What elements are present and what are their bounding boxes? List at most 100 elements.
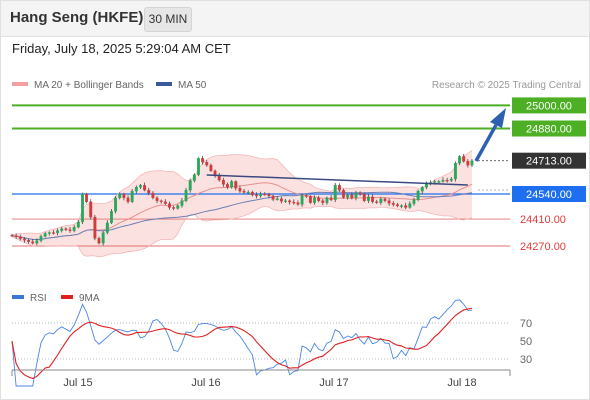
- forecast-arrow-head: [490, 108, 506, 128]
- candle-body: [408, 203, 412, 208]
- candle-body: [350, 194, 354, 199]
- time-axis-label: Jul 15: [63, 377, 92, 389]
- candle-body: [242, 190, 246, 193]
- candle-body: [172, 207, 176, 209]
- bollinger-bands: [12, 150, 472, 257]
- candle-body: [333, 185, 337, 200]
- candle-body: [213, 170, 217, 176]
- legend-label-ma20: MA 20 + Bollinger Bands: [34, 80, 144, 91]
- candle-body: [470, 160, 474, 166]
- candle-body: [60, 228, 64, 231]
- candle-body: [143, 185, 147, 191]
- forecast-arrow-shaft: [474, 124, 498, 162]
- candle-body: [362, 193, 366, 201]
- candle-body: [43, 233, 47, 237]
- candle-body: [168, 203, 171, 208]
- legend-ma50: MA 50: [156, 80, 206, 91]
- candle-body: [126, 197, 130, 202]
- copyright-text: Research © 2025 Trading Central: [431, 80, 581, 91]
- candle-body: [441, 179, 445, 182]
- candle-body: [151, 192, 155, 199]
- candle-body: [56, 230, 60, 234]
- candle-body: [192, 174, 196, 181]
- candle-body: [263, 193, 267, 196]
- candle-body: [267, 194, 271, 197]
- candle-body: [296, 202, 300, 205]
- bollinger-band-fill: [12, 150, 472, 257]
- support-label: 24270.00: [520, 241, 566, 253]
- candle-body: [429, 182, 433, 185]
- candle-body: [10, 234, 14, 237]
- price-levels: [12, 104, 510, 247]
- legend-swatch-ma20: [12, 82, 28, 87]
- candle-body: [246, 191, 250, 194]
- candle-body: [118, 193, 122, 199]
- candle-body: [337, 185, 341, 191]
- candle-body: [466, 161, 470, 166]
- legend-label-ma50: MA 50: [178, 80, 207, 91]
- candle-body: [217, 175, 221, 181]
- last-price-label: 24713.00: [526, 156, 572, 168]
- time-axis-label: Jul 18: [447, 377, 476, 389]
- rsi-panel: 70 50 30: [11, 299, 532, 387]
- candle-body: [371, 196, 374, 202]
- legend-swatch-9ma: [61, 295, 73, 300]
- candle-body: [416, 190, 420, 200]
- time-axis-label: Jul 17: [319, 377, 348, 389]
- candle-body: [105, 222, 109, 233]
- legend-ma20-bollinger: MA 20 + Bollinger Bands: [12, 80, 144, 91]
- indicator-lines: [11, 150, 473, 258]
- trendline: [206, 174, 468, 186]
- candle-body: [358, 192, 362, 195]
- candle-body: [304, 195, 308, 197]
- ma50-line: [11, 191, 473, 241]
- trend-lines: [206, 108, 506, 186]
- candle-body: [188, 180, 192, 191]
- candle-body: [180, 200, 184, 206]
- candle-body: [64, 228, 68, 230]
- candle-body: [122, 193, 126, 199]
- instrument-title: Hang Seng (HKFE): [10, 9, 144, 26]
- candle-body: [68, 229, 72, 231]
- candle-body: [412, 199, 416, 204]
- candle-body: [72, 226, 76, 231]
- candle-body: [317, 197, 321, 201]
- support-label: 24410.00: [520, 214, 566, 226]
- candle-body: [209, 164, 213, 172]
- candle-body: [275, 198, 279, 200]
- candle-body: [279, 198, 283, 202]
- candle-body: [445, 179, 449, 182]
- candle-body: [346, 194, 350, 198]
- legend-swatch-ma50: [156, 82, 172, 87]
- candle-body: [437, 181, 441, 183]
- candle-body: [14, 235, 18, 237]
- legend-9ma: 9MA: [61, 293, 100, 304]
- candle-body: [163, 201, 167, 204]
- candle-body: [27, 240, 31, 242]
- candle-body: [379, 198, 383, 203]
- bollinger-lower-line: [11, 205, 473, 258]
- level-labels: 25000.00 24880.00 24713.00 24540.00 24410.00…: [512, 97, 586, 253]
- candle-body: [404, 205, 408, 208]
- chart-header: Hang Seng (HKFE) 30 MIN: [0, 0, 590, 37]
- candle-body: [130, 190, 134, 202]
- candle-body: [395, 204, 399, 207]
- rsi-axis-tick: 30: [520, 354, 532, 366]
- candle-body: [147, 189, 151, 194]
- candle-body: [35, 240, 39, 244]
- candle-body: [93, 216, 97, 239]
- legend-swatch-rsi: [12, 295, 24, 300]
- timeframe-button[interactable]: 30 MIN: [144, 7, 192, 32]
- ma20-line: [11, 182, 473, 241]
- candle-body: [250, 191, 254, 196]
- candle-body: [114, 197, 118, 212]
- candle-body: [462, 156, 466, 162]
- rsi-axis-tick: 70: [520, 318, 532, 330]
- candle-body: [139, 185, 142, 188]
- time-axis: Jul 15 Jul 16 Jul 17 Jul 18: [11, 369, 511, 389]
- candle-body: [230, 181, 234, 188]
- legend-label-9ma: 9MA: [79, 293, 100, 304]
- pivot-label: 24540.00: [526, 189, 572, 201]
- candle-body: [197, 158, 200, 175]
- candle-body: [321, 200, 325, 203]
